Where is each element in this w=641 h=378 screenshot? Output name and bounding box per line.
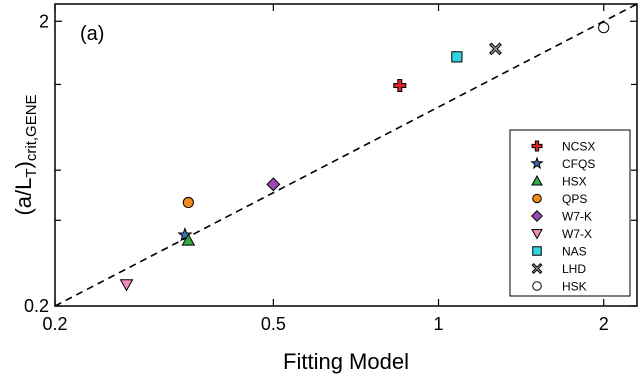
marker-diamond <box>531 210 543 222</box>
tick-labels: 0.2 0.5 1 2 0.2 2 <box>24 11 609 334</box>
marker-triangle-up <box>531 174 543 186</box>
y-axis-title-main: (a/L <box>11 178 36 216</box>
legend-marker-qps <box>532 193 542 204</box>
marker-circle <box>532 193 542 204</box>
legend-label-w7-x: W7-X <box>562 227 592 241</box>
data-point-w7-x <box>119 279 134 292</box>
marker-triangle-down <box>119 279 134 292</box>
marker-x <box>489 42 502 56</box>
legend-marker-w7-k <box>531 210 543 222</box>
plot-frame <box>54 3 638 307</box>
legend-label-hsk: HSK <box>562 280 587 294</box>
y-axis-title-mid: ) <box>11 161 36 168</box>
data-point-cfqs <box>177 226 193 242</box>
reference-line <box>54 3 638 307</box>
marker-circle-open <box>532 281 542 291</box>
legend: NCSX CFQS HSX QPS W7-K W7-X NAS LHD HSK <box>509 129 631 297</box>
marker-x <box>531 263 543 274</box>
legend-marker-w7-x <box>531 229 543 240</box>
legend-label-w7-k: W7-K <box>562 210 592 224</box>
data-point-w7-k <box>266 177 281 192</box>
legend-label-ncsx: NCSX <box>562 140 595 154</box>
x-tick-label: 0.2 <box>42 314 67 334</box>
y-tick-label: 0.2 <box>24 296 49 316</box>
legend-marker-ncsx <box>531 140 543 152</box>
marker-square <box>451 51 463 63</box>
data-point-hsx <box>181 233 196 246</box>
legend-marker-nas <box>532 246 542 256</box>
marker-triangle-down <box>531 229 543 240</box>
marker-circle-open <box>598 22 610 34</box>
y-axis-title-sub2: crit,GENE <box>23 94 40 161</box>
y-axis-title-sub1: T <box>23 168 40 177</box>
legend-label-lhd: LHD <box>562 262 586 276</box>
legend-marker-hsk <box>532 281 542 291</box>
y-tick-label: 2 <box>39 11 49 31</box>
x-tick-label: 2 <box>599 314 609 334</box>
legend-label-qps: QPS <box>562 192 587 206</box>
legend-marker-lhd <box>531 263 543 274</box>
x-tick-label: 1 <box>434 314 444 334</box>
legend-box <box>509 129 631 297</box>
axis-ticks <box>54 4 637 307</box>
marker-cross <box>393 78 407 92</box>
legend-marker-cfqs <box>530 156 544 170</box>
marker-triangle-up <box>181 233 196 246</box>
data-points <box>119 22 610 292</box>
marker-star <box>177 226 193 242</box>
x-axis-title: Fitting Model <box>283 349 409 374</box>
legend-label-hsx: HSX <box>562 175 587 189</box>
legend-label-nas: NAS <box>562 245 587 259</box>
data-point-hsk <box>598 22 610 34</box>
legend-label-cfqs: CFQS <box>562 157 595 171</box>
marker-diamond <box>266 177 281 192</box>
x-tick-label: 0.5 <box>261 314 286 334</box>
y-axis-title: (a/LT)crit,GENE <box>11 94 40 215</box>
legend-marker-hsx <box>531 174 543 186</box>
marker-square <box>532 246 542 256</box>
marker-star <box>530 156 544 170</box>
data-point-nas <box>451 51 463 63</box>
marker-cross <box>531 140 543 152</box>
data-point-lhd <box>489 42 502 56</box>
marker-circle <box>182 196 194 209</box>
data-point-qps <box>182 196 194 209</box>
data-point-ncsx <box>393 78 407 92</box>
panel-label: (a) <box>80 23 104 45</box>
